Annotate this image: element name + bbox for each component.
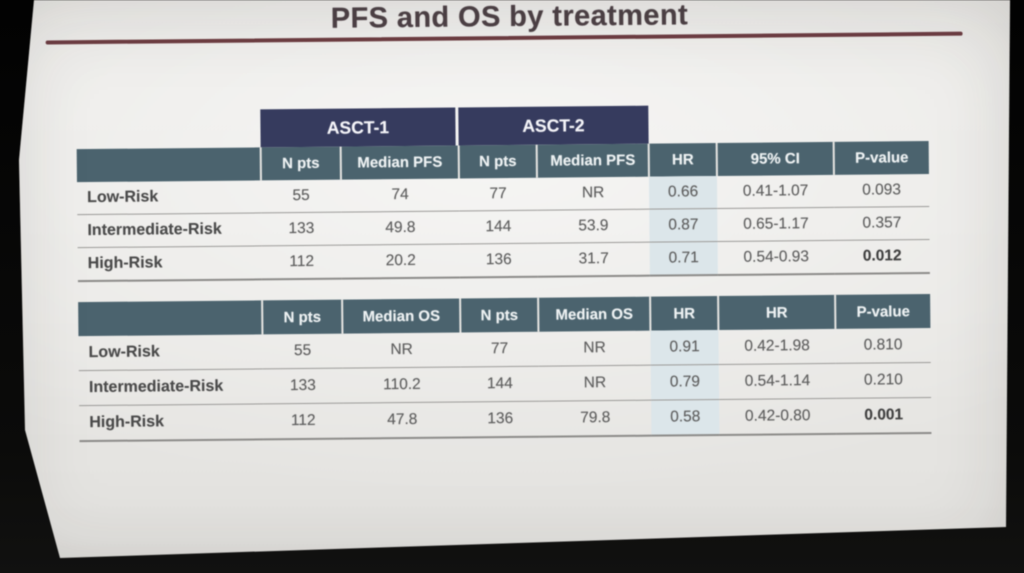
cell: 133 bbox=[261, 212, 342, 246]
pfs-table: N pts Median PFS N pts Median PFS HR 95%… bbox=[76, 140, 930, 282]
group-header-asct2: ASCT-2 bbox=[458, 105, 649, 146]
cell: 0.093 bbox=[833, 173, 930, 208]
cell: 55 bbox=[260, 179, 342, 213]
row-label: Low-Risk bbox=[78, 334, 263, 371]
header-cell: Median OS bbox=[342, 298, 461, 334]
row-label: Intermediate-Risk bbox=[78, 368, 264, 406]
row-label: Low-Risk bbox=[76, 180, 262, 215]
table-row: High-Risk 112 47.8 136 79.8 0.58 0.42-0.… bbox=[79, 397, 932, 442]
cell: NR bbox=[342, 332, 461, 369]
cell: 47.8 bbox=[343, 401, 462, 439]
cell: 74 bbox=[340, 178, 460, 213]
cell: 144 bbox=[460, 366, 540, 402]
cell-pvalue-significant: 0.012 bbox=[834, 239, 930, 274]
group-header-asct1: ASCT-1 bbox=[260, 107, 456, 148]
header-cell-blank bbox=[76, 147, 261, 183]
cell: 0.65-1.17 bbox=[717, 207, 835, 242]
cell-pvalue-significant: 0.001 bbox=[836, 397, 932, 434]
cell: NR bbox=[536, 176, 650, 211]
cell-hr: 0.87 bbox=[649, 208, 718, 243]
cell: NR bbox=[538, 330, 651, 367]
cell: 0.357 bbox=[834, 206, 930, 241]
row-label: Intermediate-Risk bbox=[77, 212, 262, 248]
row-label: High-Risk bbox=[77, 245, 262, 282]
cell: 53.9 bbox=[537, 209, 650, 244]
cell: 112 bbox=[263, 403, 344, 440]
cell: 0.210 bbox=[835, 362, 932, 399]
cell: 77 bbox=[458, 177, 538, 212]
treatment-group-header: ASCT-1 ASCT-2 bbox=[260, 105, 649, 148]
header-cell: HR bbox=[718, 294, 836, 331]
cell: 144 bbox=[459, 210, 538, 245]
header-cell: N pts bbox=[460, 297, 539, 333]
cell: 133 bbox=[262, 368, 344, 404]
cell: 0.41-1.07 bbox=[716, 174, 835, 209]
cell: 136 bbox=[459, 243, 538, 278]
cell: 136 bbox=[461, 401, 540, 438]
cell-hr: 0.71 bbox=[649, 241, 718, 276]
cell-hr: 0.91 bbox=[650, 330, 719, 366]
cell: 0.42-0.80 bbox=[719, 398, 837, 436]
header-cell: Median OS bbox=[538, 296, 651, 332]
cell: 0.810 bbox=[835, 327, 931, 364]
cell: 0.54-0.93 bbox=[717, 240, 835, 276]
cell: 0.54-1.14 bbox=[718, 363, 837, 400]
header-cell: Median PFS bbox=[536, 143, 649, 178]
cell: 20.2 bbox=[341, 244, 460, 279]
cell: 49.8 bbox=[341, 211, 460, 246]
cell: 110.2 bbox=[342, 366, 462, 404]
cell-hr: 0.79 bbox=[650, 364, 720, 401]
row-label: High-Risk bbox=[79, 403, 264, 442]
cell: NR bbox=[538, 365, 652, 402]
cell: 77 bbox=[460, 331, 539, 367]
cell: 79.8 bbox=[539, 400, 652, 437]
header-cell: HR bbox=[648, 143, 717, 177]
header-cell: N pts bbox=[458, 144, 537, 179]
cell: 112 bbox=[261, 245, 342, 280]
header-cell: P-value bbox=[835, 293, 931, 329]
header-cell: P-value bbox=[833, 140, 929, 175]
header-cell: HR bbox=[650, 296, 719, 331]
header-cell: N pts bbox=[260, 146, 341, 181]
cell: 55 bbox=[262, 333, 343, 369]
os-table: N pts Median OS N pts Median OS HR HR P-… bbox=[78, 293, 932, 442]
header-cell: Median PFS bbox=[340, 145, 459, 180]
cell-hr: 0.58 bbox=[651, 399, 720, 436]
cell: 0.42-1.98 bbox=[718, 328, 836, 365]
header-cell: N pts bbox=[262, 299, 343, 335]
header-cell-blank bbox=[78, 300, 263, 337]
cell-hr: 0.66 bbox=[648, 176, 718, 210]
cell: 31.7 bbox=[537, 242, 650, 277]
header-cell: 95% CI bbox=[716, 141, 834, 177]
table-row: High-Risk 112 20.2 136 31.7 0.71 0.54-0.… bbox=[77, 239, 930, 282]
